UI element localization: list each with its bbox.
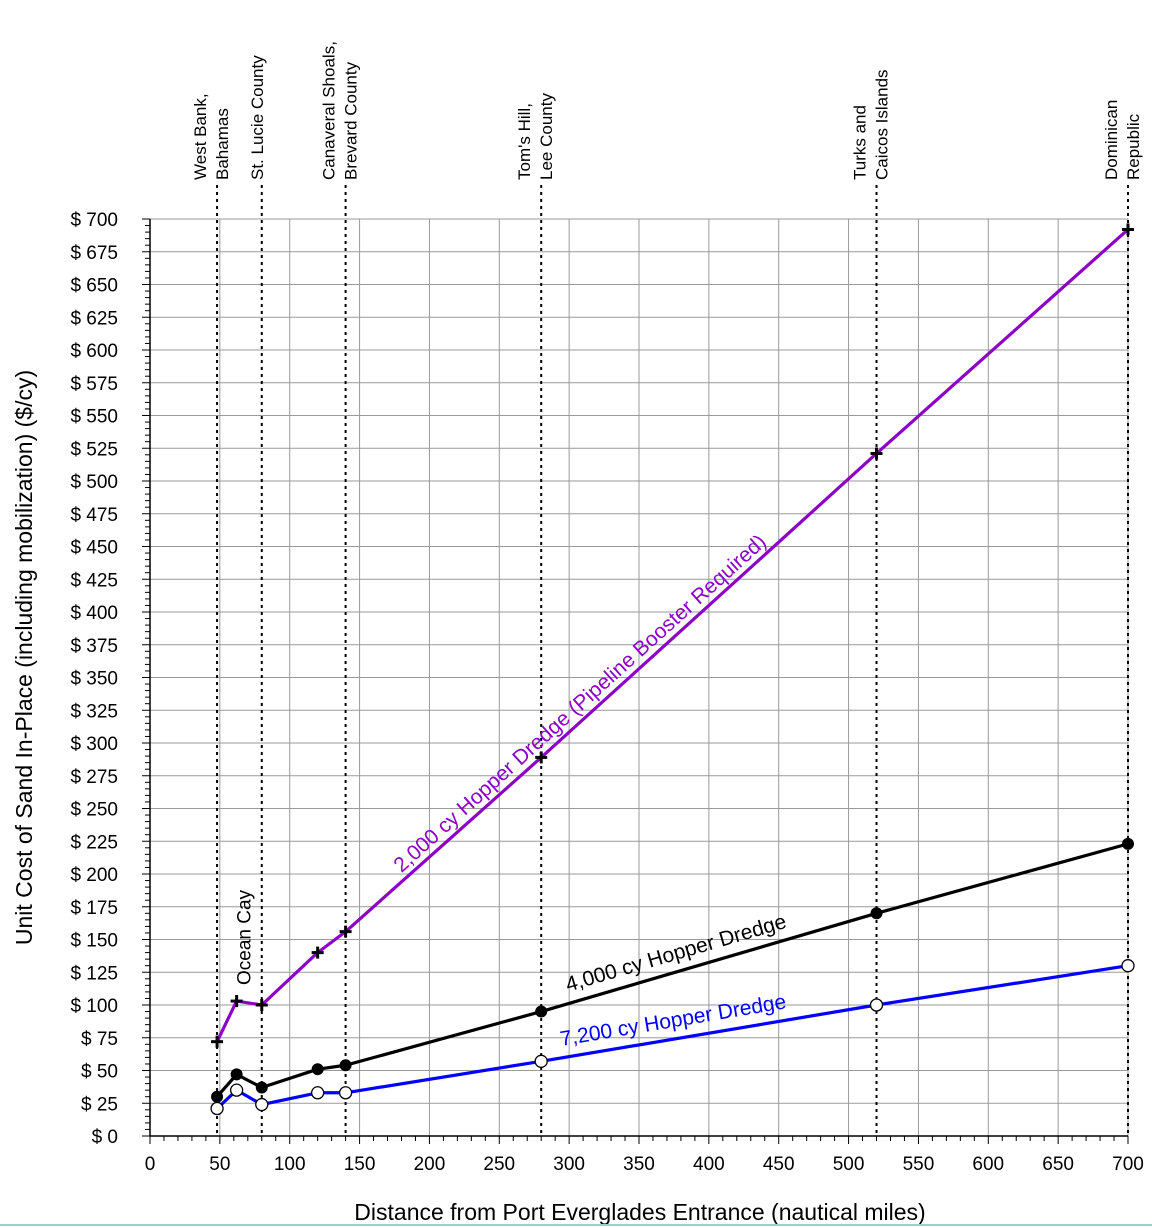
point-marker-open (869, 998, 884, 1012)
point-marker-open (534, 1054, 548, 1068)
x-tick-label: 650 (1042, 1154, 1074, 1175)
y-tick-label: $ 325 (70, 701, 118, 722)
x-tick-label: 50 (209, 1154, 230, 1175)
y-tick-label: $ 0 (92, 1127, 118, 1148)
y-tick-label: $ 475 (70, 505, 118, 526)
y-tick-label: $ 450 (70, 538, 118, 559)
minor-ticks (142, 218, 1129, 1144)
x-tick-label: 350 (623, 1154, 655, 1175)
series-label: 2,000 cy Hopper Dredge (Pipeline Booster… (389, 530, 770, 877)
x-tick-labels: 0 50 100 150 200 250 300 350 400 450 500 550 600 650 7… (145, 1154, 1144, 1175)
y-tick-label: $ 625 (70, 308, 118, 329)
y-tick-label: $ 550 (70, 407, 118, 428)
y-tick-label: $ 175 (70, 898, 118, 919)
x-tick-label: 0 (145, 1154, 156, 1175)
point-marker-filled (870, 907, 883, 920)
y-tick-label: $ 700 (70, 210, 118, 231)
point-marker-open (255, 1097, 269, 1112)
y-tick-label: $ 25 (81, 1094, 118, 1115)
y-tick-label: $ 575 (70, 374, 118, 395)
location-label: Canaveral Shoals, (320, 41, 339, 180)
point-marker-plus (255, 999, 268, 1011)
annotation-ocean-cay: Ocean Cay (235, 889, 256, 985)
location-label: Turks and (851, 105, 870, 180)
point-marker-plus (535, 751, 548, 764)
point-marker-filled (339, 1059, 352, 1072)
y-tick-label: $ 400 (70, 603, 118, 624)
y-tick-label: $ 275 (70, 767, 118, 788)
y-axis-title: Unit Cost of Sand In-Place (including mo… (11, 370, 37, 945)
y-tick-label: $ 425 (70, 570, 118, 591)
grid (149, 218, 1129, 1137)
location-label: Brevard County (342, 61, 361, 180)
location-label: Tom's Hill, (515, 103, 534, 180)
y-tick-label: $ 500 (70, 472, 118, 493)
x-tick-label: 300 (553, 1154, 585, 1175)
y-tick-label: $ 300 (70, 734, 118, 755)
y-tick-label: $ 225 (70, 832, 118, 853)
x-tick-label: 500 (833, 1154, 865, 1175)
location-label: Bahamas (213, 108, 232, 180)
y-tick-labels: $ 0 $ 25 $ 50 $ 75 $ 100 $ 125 $ 150 $ 175 $ 200… (70, 210, 118, 1148)
point-marker-filled (255, 1081, 268, 1094)
point-marker-plus (870, 447, 883, 460)
point-marker-filled (1122, 837, 1134, 850)
x-tick-label: 100 (274, 1154, 306, 1175)
x-tick-label: 550 (903, 1154, 935, 1175)
point-marker-plus (1122, 223, 1134, 236)
location-label: Caicos Islands (873, 69, 892, 180)
point-marker-open (311, 1086, 325, 1100)
point-marker-filled (535, 1005, 548, 1018)
point-marker-plus (211, 1035, 224, 1048)
series-label: 7,200 cy Hopper Dredge (558, 990, 787, 1051)
series-lines (210, 223, 1135, 1116)
y-tick-label: $ 650 (70, 276, 118, 297)
annotations: Ocean Cay (235, 889, 256, 985)
y-tick-label: $ 150 (70, 931, 118, 952)
point-marker-open (210, 1101, 224, 1116)
y-tick-label: $ 375 (70, 636, 118, 657)
location-label: St. Lucie County (248, 55, 267, 180)
x-tick-label: 400 (693, 1154, 725, 1175)
y-tick-label: $ 50 (81, 1062, 118, 1083)
location-label: Dominican (1102, 100, 1121, 180)
y-tick-label: $ 200 (70, 865, 118, 886)
point-marker-plus (339, 925, 352, 938)
y-tick-label: $ 100 (70, 996, 118, 1017)
point-marker-plus (311, 946, 324, 959)
series-label: 4,000 cy Hopper Dredge (563, 910, 789, 996)
point-marker-open (229, 1083, 244, 1097)
series-labels: 2,000 cy Hopper Dredge (Pipeline Booster… (389, 530, 789, 1051)
y-tick-label: $ 525 (70, 439, 118, 460)
x-tick-label: 600 (972, 1154, 1004, 1175)
y-tick-label: $ 125 (70, 963, 118, 984)
y-tick-label: $ 350 (70, 669, 118, 690)
point-marker-filled (311, 1063, 324, 1076)
series-line (215, 842, 1129, 1098)
point-marker-open (338, 1086, 353, 1100)
x-tick-label: 450 (763, 1154, 795, 1175)
y-tick-label: $ 250 (70, 800, 118, 821)
location-label: West Bank, (191, 93, 210, 180)
point-marker-filled (211, 1090, 224, 1103)
point-marker-filled (230, 1068, 243, 1081)
point-marker-open (1121, 959, 1135, 973)
x-tick-label: 150 (344, 1154, 376, 1175)
x-axis-title: Distance from Port Everglades Entrance (… (354, 1199, 925, 1225)
location-label: Republic (1124, 113, 1143, 180)
axes (149, 219, 1128, 1137)
y-tick-label: $ 600 (70, 341, 118, 362)
x-tick-label: 200 (414, 1154, 446, 1175)
point-marker-plus (230, 995, 243, 1008)
x-tick-label: 700 (1112, 1154, 1144, 1175)
location-markers: West Bank, Bahamas St. Lucie County Canaver… (191, 41, 1143, 1136)
location-label: Lee County (537, 93, 556, 180)
y-tick-label: $ 75 (81, 1029, 118, 1050)
series-line (215, 964, 1129, 1110)
x-tick-label: 250 (483, 1154, 515, 1175)
y-tick-label: $ 675 (70, 243, 118, 264)
bottom-rule (0, 1224, 1152, 1226)
